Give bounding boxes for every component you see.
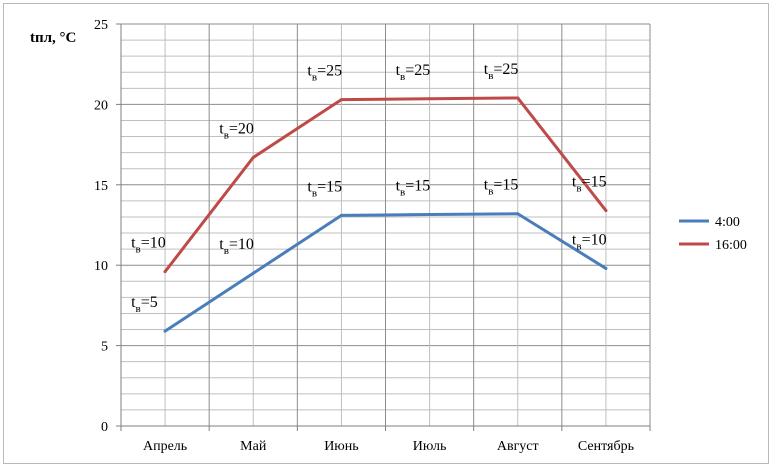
data-label: tв=10 [219, 236, 254, 257]
data-point [251, 155, 255, 159]
data-labels: tв=5 tв=10 tв=15 tв=15 tв=15 tв=10 tв=10 tв=20 t… [131, 61, 607, 315]
y-tick-label: 10 [94, 259, 108, 274]
x-tick-label: Сентябрь [578, 439, 634, 454]
data-point [339, 98, 343, 102]
legend-label: 4:00 [715, 215, 740, 230]
x-tick-label: Июнь [324, 439, 358, 454]
y-axis-label: tпл, °C [30, 30, 76, 46]
data-point [251, 271, 255, 275]
axes: 0 5 10 15 20 25 Апрель Май Июнь Июль Август Сентябр… [94, 18, 651, 454]
data-label: tв=10 [572, 231, 607, 252]
data-point [163, 329, 167, 333]
data-label: tв=25 [396, 62, 431, 83]
data-point [604, 209, 608, 213]
x-tick-label: Июль [413, 439, 447, 454]
y-tick-label: 0 [101, 420, 108, 435]
data-label: tв=15 [572, 174, 607, 195]
series-lines [163, 96, 608, 333]
data-point [604, 266, 608, 270]
series-line-1600 [163, 96, 608, 274]
data-label: tв=15 [484, 177, 519, 198]
data-label: tв=10 [131, 235, 166, 256]
data-point [428, 213, 432, 217]
data-label: tв=5 [131, 294, 158, 315]
y-tick-label: 25 [94, 18, 108, 33]
legend: 4:00 16:00 [679, 215, 747, 253]
data-point [516, 212, 520, 216]
legend-label: 16:00 [715, 238, 747, 253]
data-label: tв=20 [219, 120, 254, 141]
data-point [339, 213, 343, 217]
y-tick-label: 5 [101, 340, 108, 355]
data-label: tв=25 [307, 63, 342, 84]
data-label: tв=15 [396, 178, 431, 199]
data-point [516, 96, 520, 100]
x-tick-label: Август [497, 439, 539, 454]
y-tick-label: 15 [94, 179, 108, 194]
data-label: tв=15 [307, 178, 342, 199]
x-tick-label: Апрель [143, 439, 187, 454]
data-point [428, 97, 432, 101]
y-tick-label: 20 [94, 98, 108, 113]
x-tick-label: Май [240, 439, 267, 454]
data-label: tв=25 [484, 61, 519, 82]
series-line-400 [163, 212, 608, 333]
data-point [163, 270, 167, 274]
